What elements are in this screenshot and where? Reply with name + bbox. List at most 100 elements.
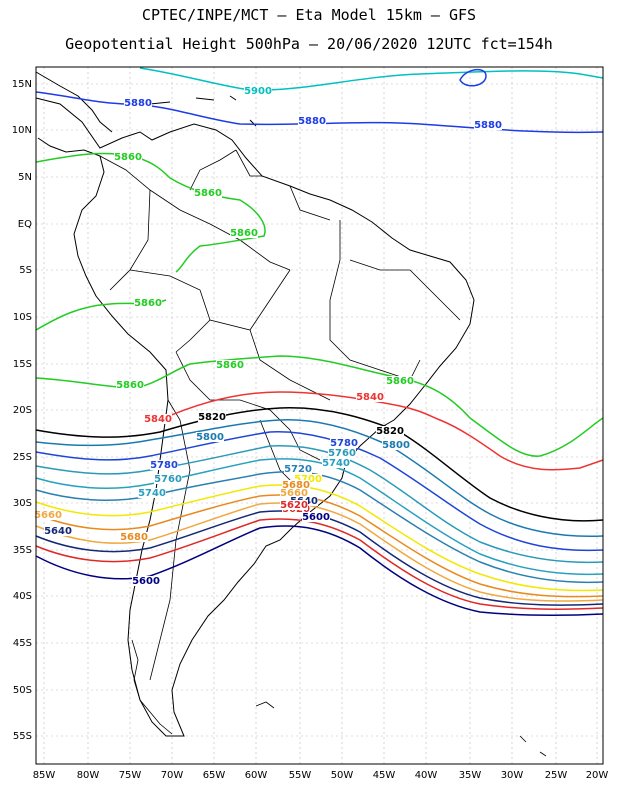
contour-label-bg — [330, 438, 358, 448]
contour-label-bg — [376, 426, 404, 436]
contour-label-5760: 5760 — [154, 474, 182, 485]
contour-label-bg — [34, 510, 62, 520]
contour-label-5840: 5840 — [144, 414, 172, 425]
contour-label-bg — [216, 360, 244, 370]
lat-tick-label: 40S — [13, 591, 32, 602]
contour-label-bg — [302, 512, 330, 522]
contour-line-5620 — [35, 518, 604, 610]
contour-label-5660: 5660 — [34, 510, 62, 521]
lat-lon-grid — [36, 67, 603, 764]
southern-archipelago — [131, 639, 547, 757]
lon-tick-label: 25W — [545, 770, 568, 781]
contour-label-bg — [280, 500, 308, 510]
map-frame — [35, 66, 604, 765]
contour-line-5860 — [35, 355, 604, 457]
contour-line-5820 — [35, 407, 604, 522]
contour-label-bg — [322, 458, 350, 468]
lat-tick-label: 55S — [13, 731, 32, 742]
contour-label-5880: 5880 — [298, 116, 326, 127]
contour-labels: 5900 5880 5880 5880 5860 5860 5860 5860 5860 5860… — [34, 86, 502, 587]
lon-tick-label: 30W — [501, 770, 524, 781]
contour-label-bg — [144, 414, 172, 424]
lon-tick-label: 75W — [119, 770, 142, 781]
contour-label-5860: 5860 — [216, 360, 244, 371]
contour-label-5780: 5780 — [330, 438, 358, 449]
contour-label-bg — [328, 448, 356, 458]
contour-line-5880 — [459, 68, 487, 87]
contour-label-bg — [282, 480, 310, 490]
lat-tick-label: 5S — [19, 265, 32, 276]
contour-label-5860: 5860 — [194, 188, 222, 199]
contour-label-bg — [138, 488, 166, 498]
contour-label-5620: 5620 — [280, 500, 308, 511]
contour-label-5820: 5820 — [376, 426, 404, 437]
central-america-coast — [35, 71, 113, 133]
lat-tick-label: 15S — [13, 359, 32, 370]
contour-label-5760: 5760 — [328, 448, 356, 459]
contour-label-5900: 5900 — [244, 86, 272, 97]
lon-tick-label: 55W — [289, 770, 312, 781]
axis-ticks: 15N 10N 5N EQ 5S 10S 15S 20S 25S 30S 35S 40S 45S 50S 5… — [12, 79, 609, 781]
caribbean-islands — [149, 95, 257, 127]
contour-label-bg — [382, 440, 410, 450]
lon-tick-label: 70W — [161, 770, 184, 781]
lat-tick-label: 25S — [13, 452, 32, 463]
map-subtitle: Geopotential Height 500hPa – 20/06/2020 … — [65, 35, 553, 53]
contour-label-bg — [116, 380, 144, 390]
contour-label-5880: 5880 — [124, 98, 152, 109]
contour-label-5820: 5820 — [198, 412, 226, 423]
lon-tick-label: 50W — [331, 770, 354, 781]
lat-tick-label: 15N — [12, 79, 32, 90]
contour-label-5880: 5880 — [474, 120, 502, 131]
contour-label-5700: 5700 — [294, 474, 322, 485]
contour-label-bg — [230, 228, 258, 238]
lon-tick-label: 20W — [586, 770, 609, 781]
contour-label-bg — [150, 460, 178, 470]
lon-tick-label: 80W — [77, 770, 100, 781]
contour-label-5780: 5780 — [150, 460, 178, 471]
lon-tick-label: 65W — [203, 770, 226, 781]
contour-label-5600: 5600 — [132, 576, 160, 587]
contour-line-5780 — [35, 431, 604, 552]
coastline-and-borders — [35, 71, 547, 757]
contour-label-5860: 5860 — [386, 376, 414, 387]
contour-label-5720: 5720 — [284, 464, 312, 475]
lat-tick-label: 35S — [13, 545, 32, 556]
contour-label-bg — [196, 432, 224, 442]
contour-label-5860: 5860 — [116, 380, 144, 391]
south-america-coastline — [35, 97, 475, 737]
contour-label-5860: 5860 — [114, 152, 142, 163]
lon-tick-label: 45W — [373, 770, 396, 781]
contour-label-bg — [120, 532, 148, 542]
contour-label-bg — [356, 392, 384, 402]
contour-line-5860 — [35, 152, 266, 273]
contour-label-bg — [386, 376, 414, 386]
contour-label-bg — [294, 474, 322, 484]
contour-label-bg — [44, 526, 72, 536]
lat-tick-label: EQ — [18, 219, 32, 230]
contour-label-bg — [132, 576, 160, 586]
contour-label-5740: 5740 — [138, 488, 166, 499]
contour-label-5800: 5800 — [196, 432, 224, 443]
contour-label-bg — [194, 188, 222, 198]
contour-label-5680: 5680 — [120, 532, 148, 543]
lat-tick-label: 10S — [13, 312, 32, 323]
contour-label-bg — [124, 98, 152, 108]
lon-tick-label: 35W — [459, 770, 482, 781]
lat-tick-label: 45S — [13, 638, 32, 649]
contour-label-bg — [198, 412, 226, 422]
contour-label-5660: 5660 — [280, 488, 308, 499]
contour-label-5860: 5860 — [134, 298, 162, 309]
contour-label-bg — [284, 464, 312, 474]
lat-tick-label: 5N — [18, 172, 32, 183]
contour-label-5740: 5740 — [322, 458, 350, 469]
contour-line-5680 — [35, 494, 604, 598]
contour-label-bg — [154, 474, 182, 484]
lon-tick-label: 60W — [245, 770, 268, 781]
contour-label-5860: 5860 — [230, 228, 258, 239]
contour-line-5800 — [35, 419, 604, 538]
contour-label-5680: 5680 — [282, 480, 310, 491]
lat-tick-label: 30S — [13, 498, 32, 509]
contour-label-bg — [134, 298, 162, 308]
